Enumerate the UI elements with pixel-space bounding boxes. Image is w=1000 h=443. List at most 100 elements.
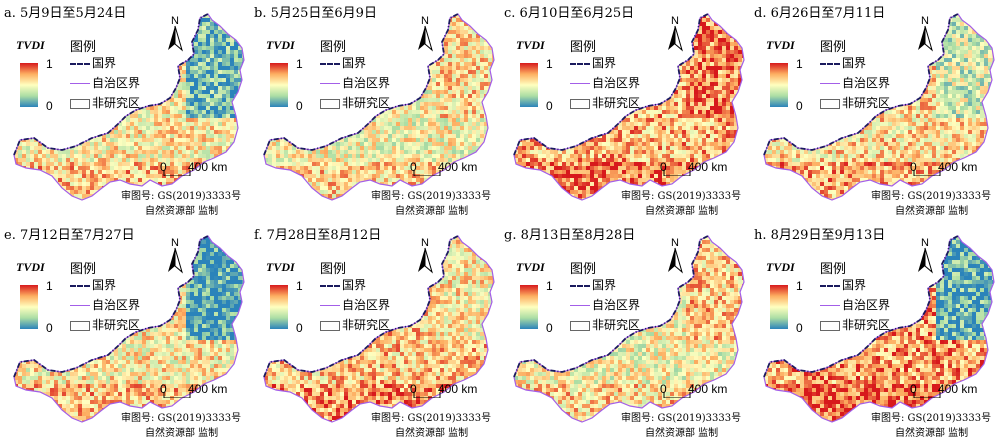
legend-autonomous-boundary-label: 自治区界 xyxy=(342,76,390,90)
colorbar-title: TVDI xyxy=(266,38,295,53)
legend-autonomous-boundary-symbol xyxy=(70,305,90,306)
panel-title: f. 7月28日至8月12日 xyxy=(254,224,381,243)
colorbar xyxy=(520,63,538,107)
scale-bar xyxy=(163,170,191,176)
legend-non-study-area: 非研究区 xyxy=(70,316,140,333)
legend-autonomous-boundary-symbol xyxy=(70,83,90,84)
map-supervisor: 自然资源部 监制 xyxy=(395,424,468,439)
colorbar xyxy=(770,285,788,329)
legend-non-study-area-label: 非研究区 xyxy=(342,96,390,110)
map-supervisor: 自然资源部 监制 xyxy=(145,424,218,439)
legend-autonomous-boundary-label: 自治区界 xyxy=(92,298,140,312)
legend-non-study-area: 非研究区 xyxy=(320,94,390,111)
legend-non-study-area: 非研究区 xyxy=(570,94,640,111)
legend-national-border-symbol xyxy=(70,62,90,65)
legend-non-study-area: 非研究区 xyxy=(70,94,140,111)
legend-non-study-area-symbol xyxy=(70,320,90,331)
colorbar-max-label: 1 xyxy=(46,279,53,293)
legend-national-border-symbol xyxy=(320,284,340,287)
north-label: N xyxy=(671,237,679,249)
panel-title: g. 8月13日至8月28日 xyxy=(504,224,635,243)
map-supervisor: 自然资源部 监制 xyxy=(895,424,968,439)
colorbar-max-label: 1 xyxy=(546,57,553,71)
legend-autonomous-boundary: 自治区界 xyxy=(320,296,390,313)
scale-zero-label: 0 xyxy=(910,382,917,396)
scale-bar xyxy=(913,170,941,176)
north-arrow-icon: N xyxy=(168,15,183,52)
map-approval-number: 审图号: GS(2019)3333号 xyxy=(121,409,241,424)
colorbar xyxy=(20,285,38,329)
legend-autonomous-boundary: 自治区界 xyxy=(570,74,640,91)
legend-autonomous-boundary-symbol xyxy=(820,83,840,84)
legend-national-border: 国界 xyxy=(820,276,866,293)
legend-autonomous-boundary: 自治区界 xyxy=(70,296,140,313)
scale-distance-label: 400 km xyxy=(188,382,227,396)
legend-national-border-label: 国界 xyxy=(92,56,116,70)
legend-national-border-symbol xyxy=(70,284,90,287)
legend-non-study-area-symbol xyxy=(320,98,340,109)
north-arrow-icon: N xyxy=(418,237,433,274)
legend-non-study-area-label: 非研究区 xyxy=(592,96,640,110)
legend-non-study-area: 非研究区 xyxy=(820,316,890,333)
legend-autonomous-boundary-label: 自治区界 xyxy=(592,76,640,90)
scale-distance-label: 400 km xyxy=(688,160,727,174)
national-border xyxy=(513,13,709,156)
scale-zero-label: 0 xyxy=(160,382,167,396)
legend-national-border-label: 国界 xyxy=(342,278,366,292)
legend-national-border: 国界 xyxy=(570,54,616,71)
colorbar-max-label: 1 xyxy=(796,57,803,71)
colorbar-title: TVDI xyxy=(516,260,545,275)
map-approval-number: 审图号: GS(2019)3333号 xyxy=(871,187,991,202)
legend-national-border: 国界 xyxy=(70,54,116,71)
legend-national-border-label: 国界 xyxy=(592,56,616,70)
legend-national-border-label: 国界 xyxy=(842,278,866,292)
scale-zero-label: 0 xyxy=(660,160,667,174)
colorbar-title: TVDI xyxy=(516,38,545,53)
colorbar-min-label: 0 xyxy=(546,321,553,335)
north-arrow-icon: N xyxy=(168,237,183,274)
legend-title: 图例 xyxy=(70,36,96,55)
scale-zero-label: 0 xyxy=(910,160,917,174)
panel-title: c. 6月10日至6月25日 xyxy=(504,2,634,21)
map-approval-number: 审图号: GS(2019)3333号 xyxy=(621,187,741,202)
north-label: N xyxy=(671,15,679,27)
map-approval-number: 审图号: GS(2019)3333号 xyxy=(871,409,991,424)
legend-non-study-area-symbol xyxy=(820,98,840,109)
legend-title: 图例 xyxy=(820,36,846,55)
legend-autonomous-boundary-label: 自治区界 xyxy=(92,76,140,90)
legend-autonomous-boundary-symbol xyxy=(320,305,340,306)
colorbar xyxy=(20,63,38,107)
colorbar-title: TVDI xyxy=(266,260,295,275)
map-panel: e. 7月12日至7月27日 TVDI 图例 1 0 国界 自治区界 非研究区 N 0 400 km… xyxy=(0,222,250,443)
colorbar-min-label: 0 xyxy=(46,321,53,335)
legend-non-study-area-label: 非研究区 xyxy=(342,318,390,332)
map-panel: g. 8月13日至8月28日 TVDI 图例 1 0 国界 自治区界 非研究区 N 0 400 km… xyxy=(500,222,750,443)
scale-bar xyxy=(663,392,691,398)
colorbar-max-label: 1 xyxy=(296,279,303,293)
colorbar-max-label: 1 xyxy=(46,57,53,71)
legend-autonomous-boundary-symbol xyxy=(820,305,840,306)
legend-national-border-symbol xyxy=(820,284,840,287)
tvdi-map xyxy=(513,235,745,423)
scale-zero-label: 0 xyxy=(160,160,167,174)
map-approval-number: 审图号: GS(2019)3333号 xyxy=(371,187,491,202)
legend-national-border: 国界 xyxy=(320,276,366,293)
legend-national-border: 国界 xyxy=(820,54,866,71)
scale-distance-label: 400 km xyxy=(438,382,477,396)
scale-bar xyxy=(663,170,691,176)
map-panel: b. 5月25日至6月9日 TVDI 图例 1 0 国界 自治区界 非研究区 N 0 400 km 审… xyxy=(250,0,500,221)
legend-autonomous-boundary: 自治区界 xyxy=(320,74,390,91)
map-panel: c. 6月10日至6月25日 TVDI 图例 1 0 国界 自治区界 非研究区 N 0 400 km… xyxy=(500,0,750,221)
scale-distance-label: 400 km xyxy=(938,160,977,174)
colorbar-min-label: 0 xyxy=(296,321,303,335)
scale-zero-label: 0 xyxy=(660,382,667,396)
scale-bar xyxy=(913,392,941,398)
legend-national-border-label: 国界 xyxy=(92,278,116,292)
map-panel: f. 7月28日至8月12日 TVDI 图例 1 0 国界 自治区界 非研究区 N 0 400 km… xyxy=(250,222,500,443)
map-panel: a. 5月9日至5月24日 TVDI 图例 1 0 国界 自治区界 非研究区 N 0 400 km 审… xyxy=(0,0,250,221)
national-border xyxy=(763,13,959,156)
colorbar-title: TVDI xyxy=(766,260,795,275)
legend-non-study-area-label: 非研究区 xyxy=(92,318,140,332)
scale-distance-label: 400 km xyxy=(188,160,227,174)
colorbar xyxy=(270,63,288,107)
